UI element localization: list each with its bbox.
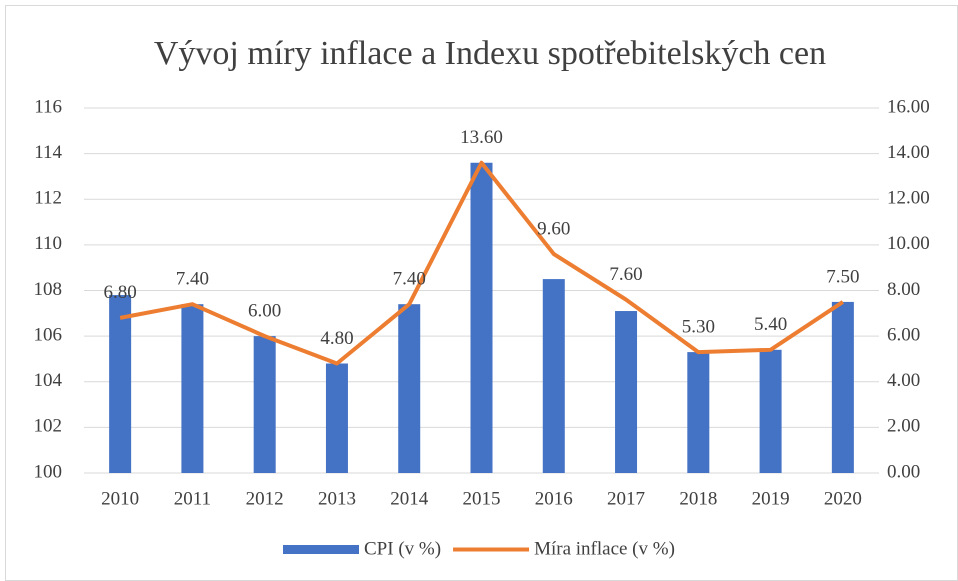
data-label: 4.80 [320, 328, 353, 349]
bar [615, 311, 638, 473]
y-tick-label: 108 [34, 279, 63, 300]
y-tick-label: 104 [34, 370, 63, 391]
legend-label: CPI (v %) [364, 538, 441, 559]
x-tick-label: 2014 [390, 488, 429, 509]
y2-tick-label: 6.00 [887, 324, 920, 345]
y-tick-label: 116 [34, 96, 62, 117]
x-tick-label: 2010 [101, 488, 139, 509]
bar [325, 363, 348, 473]
x-tick-label: 2011 [174, 488, 211, 509]
data-label: 6.80 [104, 282, 137, 303]
y-tick-label: 106 [34, 324, 63, 345]
data-label: 7.50 [826, 266, 859, 287]
bar [398, 304, 421, 473]
y2-tick-label: 10.00 [887, 233, 930, 254]
y2-tick-label: 12.00 [887, 188, 930, 209]
y-tick-label: 110 [34, 233, 62, 254]
legend-swatch [283, 545, 359, 554]
data-label: 5.40 [754, 314, 787, 335]
y2-tick-label: 16.00 [887, 96, 930, 117]
x-tick-label: 2019 [752, 488, 790, 509]
y2-tick-label: 8.00 [887, 279, 920, 300]
data-label: 7.40 [176, 269, 209, 290]
data-label: 7.40 [393, 269, 426, 290]
data-label: 7.60 [609, 264, 642, 285]
data-label: 13.60 [460, 127, 503, 148]
y-tick-label: 114 [34, 142, 62, 163]
y2-tick-label: 0.00 [887, 461, 920, 482]
y-tick-label: 100 [34, 461, 63, 482]
x-tick-label: 2013 [318, 488, 356, 509]
bar [831, 301, 854, 473]
bar [253, 336, 276, 473]
bar [687, 352, 710, 473]
x-tick-label: 2016 [535, 488, 573, 509]
x-tick-label: 2017 [607, 488, 645, 509]
bar [759, 349, 782, 473]
y2-tick-label: 14.00 [887, 142, 930, 163]
x-tick-label: 2018 [679, 488, 717, 509]
bar [181, 304, 204, 473]
x-tick-label: 2015 [463, 488, 501, 509]
y-tick-label: 112 [34, 188, 62, 209]
y2-tick-label: 4.00 [887, 370, 920, 391]
bar [470, 162, 493, 473]
x-tick-label: 2012 [246, 488, 284, 509]
chart-title: Vývoj míry inflace a Indexu spotřebitels… [154, 35, 826, 72]
bar [542, 279, 565, 473]
data-label: 9.60 [537, 218, 570, 239]
y2-tick-label: 2.00 [887, 416, 920, 437]
bar [109, 295, 132, 473]
data-label: 5.30 [682, 316, 715, 337]
legend-label: Míra inflace (v %) [534, 538, 675, 559]
line [119, 160, 844, 366]
x-tick-label: 2020 [824, 488, 862, 509]
data-label: 6.00 [248, 300, 281, 321]
y-tick-label: 102 [34, 416, 63, 437]
